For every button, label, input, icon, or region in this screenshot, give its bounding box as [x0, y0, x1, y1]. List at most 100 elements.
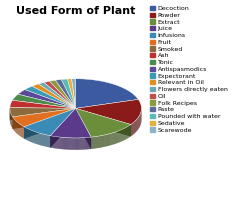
Polygon shape — [101, 136, 102, 147]
Polygon shape — [10, 108, 76, 117]
Polygon shape — [119, 130, 120, 142]
Polygon shape — [114, 132, 115, 144]
Polygon shape — [71, 79, 76, 108]
Polygon shape — [76, 99, 142, 124]
Polygon shape — [13, 108, 76, 129]
Polygon shape — [137, 118, 138, 130]
Polygon shape — [42, 134, 43, 146]
Polygon shape — [76, 108, 131, 136]
Polygon shape — [63, 137, 64, 149]
Polygon shape — [18, 90, 76, 108]
Polygon shape — [34, 131, 35, 143]
Polygon shape — [100, 136, 101, 148]
Polygon shape — [82, 138, 83, 150]
Polygon shape — [107, 134, 108, 146]
Polygon shape — [62, 137, 63, 149]
Polygon shape — [67, 138, 68, 150]
Polygon shape — [26, 128, 27, 140]
Polygon shape — [24, 127, 25, 139]
Text: Used Form of Plant: Used Form of Plant — [16, 6, 135, 16]
Polygon shape — [28, 129, 29, 141]
Polygon shape — [86, 138, 87, 149]
Polygon shape — [93, 137, 94, 149]
Polygon shape — [69, 138, 70, 150]
Polygon shape — [133, 122, 134, 134]
Polygon shape — [81, 138, 82, 150]
Polygon shape — [65, 138, 66, 150]
Polygon shape — [39, 133, 40, 145]
Polygon shape — [68, 138, 69, 150]
Legend: Decoction, Powder, Extract, Juice, Infusions, Fruit, Smoked, Ash, Tonic, Antispa: Decoction, Powder, Extract, Juice, Infus… — [150, 5, 228, 133]
Polygon shape — [43, 134, 44, 146]
Polygon shape — [122, 129, 123, 141]
Polygon shape — [50, 108, 91, 138]
Polygon shape — [96, 136, 97, 148]
Polygon shape — [32, 84, 76, 108]
Polygon shape — [70, 138, 71, 150]
Polygon shape — [94, 137, 95, 149]
Polygon shape — [72, 138, 73, 150]
Polygon shape — [98, 136, 99, 148]
Polygon shape — [136, 119, 137, 132]
Polygon shape — [39, 82, 76, 108]
Polygon shape — [76, 108, 91, 149]
Polygon shape — [127, 126, 128, 139]
Polygon shape — [55, 137, 56, 148]
Polygon shape — [24, 108, 76, 136]
Polygon shape — [27, 129, 28, 140]
Polygon shape — [83, 138, 84, 150]
Polygon shape — [76, 138, 77, 150]
Polygon shape — [49, 136, 50, 147]
Polygon shape — [55, 80, 76, 108]
Polygon shape — [56, 137, 57, 149]
Polygon shape — [77, 138, 78, 150]
Polygon shape — [47, 135, 48, 147]
Polygon shape — [89, 137, 90, 149]
Polygon shape — [80, 138, 81, 150]
Polygon shape — [105, 135, 106, 147]
Polygon shape — [121, 130, 122, 142]
Polygon shape — [78, 138, 79, 150]
Polygon shape — [36, 132, 37, 144]
Polygon shape — [13, 108, 76, 129]
Polygon shape — [30, 130, 31, 142]
Polygon shape — [53, 136, 54, 148]
Polygon shape — [113, 132, 114, 144]
Polygon shape — [33, 131, 34, 143]
Polygon shape — [123, 129, 124, 140]
Polygon shape — [74, 138, 75, 150]
Polygon shape — [106, 134, 107, 146]
Polygon shape — [29, 129, 30, 141]
Polygon shape — [76, 108, 131, 137]
Polygon shape — [61, 79, 76, 108]
Polygon shape — [90, 137, 91, 149]
Polygon shape — [38, 133, 39, 145]
Polygon shape — [109, 134, 110, 146]
Polygon shape — [84, 138, 85, 150]
Polygon shape — [41, 134, 42, 146]
Polygon shape — [10, 100, 76, 108]
Polygon shape — [128, 126, 129, 138]
Polygon shape — [66, 138, 67, 150]
Polygon shape — [112, 133, 113, 145]
Polygon shape — [61, 137, 62, 149]
Polygon shape — [88, 137, 89, 149]
Polygon shape — [131, 124, 132, 136]
Polygon shape — [134, 121, 135, 133]
Polygon shape — [58, 137, 59, 149]
Polygon shape — [64, 138, 65, 149]
Polygon shape — [52, 136, 53, 148]
Polygon shape — [76, 79, 138, 108]
Polygon shape — [51, 136, 52, 148]
Polygon shape — [57, 137, 58, 149]
Polygon shape — [45, 135, 46, 147]
Polygon shape — [104, 135, 105, 147]
Polygon shape — [76, 108, 91, 149]
Polygon shape — [48, 135, 49, 147]
Polygon shape — [97, 136, 98, 148]
Polygon shape — [40, 133, 41, 145]
Polygon shape — [59, 137, 60, 149]
Polygon shape — [46, 135, 47, 147]
Polygon shape — [129, 125, 130, 137]
Polygon shape — [85, 138, 86, 150]
